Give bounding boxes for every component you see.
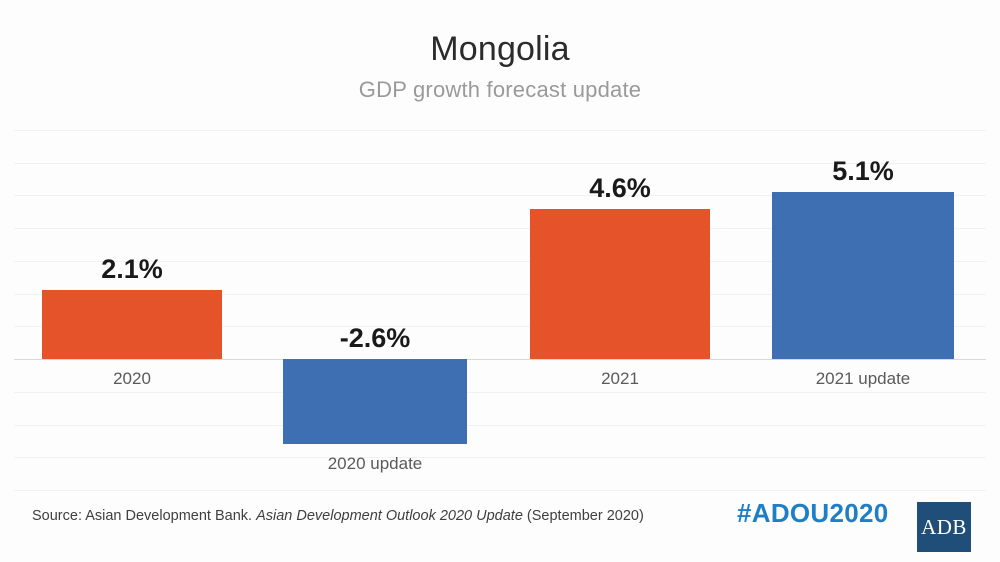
bar-group: 2.1% 2020 bbox=[42, 130, 222, 490]
gridlines bbox=[0, 130, 1000, 491]
bar-value-label: 5.1% bbox=[832, 156, 894, 187]
adb-logo: ADB bbox=[917, 502, 971, 552]
bar-series: 2.1% 2020 -2.6% 2020 update 4.6% 2021 5.1% 2021… bbox=[0, 130, 1000, 490]
category-label: 2020 bbox=[113, 369, 151, 389]
gridline bbox=[14, 490, 986, 491]
bar-group: -2.6% 2020 update bbox=[283, 130, 467, 490]
category-label: 2021 update bbox=[815, 369, 911, 389]
gridline bbox=[14, 195, 986, 197]
source-note: Source: Asian Development Bank. Asian De… bbox=[32, 508, 644, 524]
bar[interactable] bbox=[772, 192, 954, 360]
gridline bbox=[14, 162, 986, 164]
source-publication: Asian Development Outlook 2020 Update bbox=[256, 508, 523, 524]
category-label: 2020 update bbox=[327, 454, 423, 474]
hashtag-label: #ADOU2020 bbox=[737, 498, 889, 528]
adb-logo-text: ADB bbox=[921, 514, 967, 539]
bar-group: 5.1% 2021 update bbox=[772, 130, 954, 490]
gridline bbox=[14, 457, 986, 459]
bar[interactable] bbox=[530, 208, 710, 360]
bar-value-label: 4.6% bbox=[589, 172, 651, 203]
page-title: Mongolia bbox=[430, 30, 570, 68]
gridline bbox=[14, 326, 986, 328]
bar[interactable] bbox=[283, 359, 467, 445]
gridline bbox=[14, 293, 986, 295]
category-label: 2021 bbox=[601, 369, 639, 389]
gridline bbox=[14, 424, 986, 426]
source-prefix: Source: Asian Development Bank. bbox=[32, 508, 257, 524]
source-suffix: (September 2020) bbox=[522, 508, 644, 524]
bar-value-label: -2.6% bbox=[339, 323, 411, 354]
bar-group: 4.6% 2021 bbox=[530, 130, 710, 490]
gridline bbox=[14, 130, 986, 131]
gridline bbox=[14, 260, 986, 262]
bar[interactable] bbox=[42, 290, 222, 360]
gridline bbox=[14, 228, 986, 230]
chart-footer: Source: Asian Development Bank. Asian De… bbox=[0, 490, 1000, 562]
chart-header: Mongolia GDP growth forecast update bbox=[0, 0, 1000, 103]
bar-value-label: 2.1% bbox=[101, 254, 163, 285]
axis-zero-line bbox=[14, 359, 986, 361]
plot-area: 2.1% 2020 -2.6% 2020 update 4.6% 2021 5.1% 2021… bbox=[0, 130, 1000, 491]
gridline bbox=[14, 391, 986, 393]
page-subtitle: GDP growth forecast update bbox=[358, 77, 642, 102]
